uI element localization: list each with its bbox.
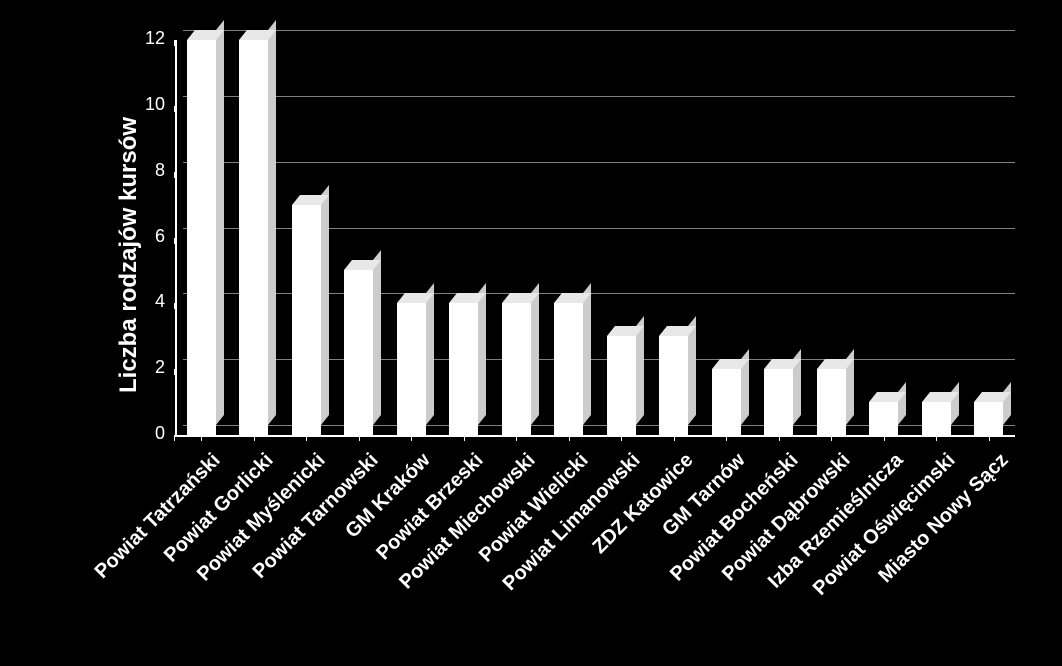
bar	[974, 402, 1003, 435]
y-tick-label: 4	[125, 291, 165, 312]
bar-side	[321, 185, 329, 425]
bar	[922, 402, 951, 435]
x-tick	[884, 435, 885, 441]
bar-side	[583, 283, 591, 425]
bar-side	[216, 20, 224, 425]
y-tick-label: 8	[125, 160, 165, 181]
bar-side	[478, 283, 486, 425]
bar	[659, 336, 688, 435]
y-tick-label: 12	[125, 28, 165, 49]
x-tick	[201, 435, 202, 441]
x-tick	[464, 435, 465, 441]
bar-side	[898, 382, 906, 425]
y-tick-label: 10	[125, 94, 165, 115]
bar	[397, 303, 426, 435]
bar	[712, 369, 741, 435]
x-tick	[989, 435, 990, 441]
gridline	[183, 96, 1015, 97]
x-tick	[254, 435, 255, 441]
bar-side	[268, 20, 276, 425]
x-tick	[516, 435, 517, 441]
bar-side	[951, 382, 959, 425]
x-tick	[831, 435, 832, 441]
x-tick	[569, 435, 570, 441]
plot-area: 024681012Powiat TatrzańskiPowiat Gorlick…	[175, 30, 1015, 435]
bar-side	[373, 250, 381, 425]
bar	[239, 40, 268, 435]
bar	[764, 369, 793, 435]
bar	[817, 369, 846, 435]
x-tick	[411, 435, 412, 441]
bar-chart: Liczba rodzajów kursów 024681012Powiat T…	[0, 0, 1062, 666]
x-tick	[621, 435, 622, 441]
y-axis	[175, 40, 177, 435]
bar	[607, 336, 636, 435]
y-tick-label: 6	[125, 226, 165, 247]
x-tick	[674, 435, 675, 441]
bar	[187, 40, 216, 435]
gridline	[183, 30, 1015, 31]
gridline	[183, 162, 1015, 163]
y-tick-label: 0	[125, 423, 165, 444]
x-tick	[359, 435, 360, 441]
bar	[554, 303, 583, 435]
bar	[869, 402, 898, 435]
bar	[502, 303, 531, 435]
y-tick-label: 2	[125, 357, 165, 378]
bar	[344, 270, 373, 435]
x-tick	[936, 435, 937, 441]
x-axis	[175, 435, 1015, 437]
bar-side	[426, 283, 434, 425]
x-tick	[726, 435, 727, 441]
bar	[292, 205, 321, 435]
bar	[449, 303, 478, 435]
bar-side	[1003, 382, 1011, 425]
x-tick	[779, 435, 780, 441]
x-tick	[306, 435, 307, 441]
bar-side	[531, 283, 539, 425]
